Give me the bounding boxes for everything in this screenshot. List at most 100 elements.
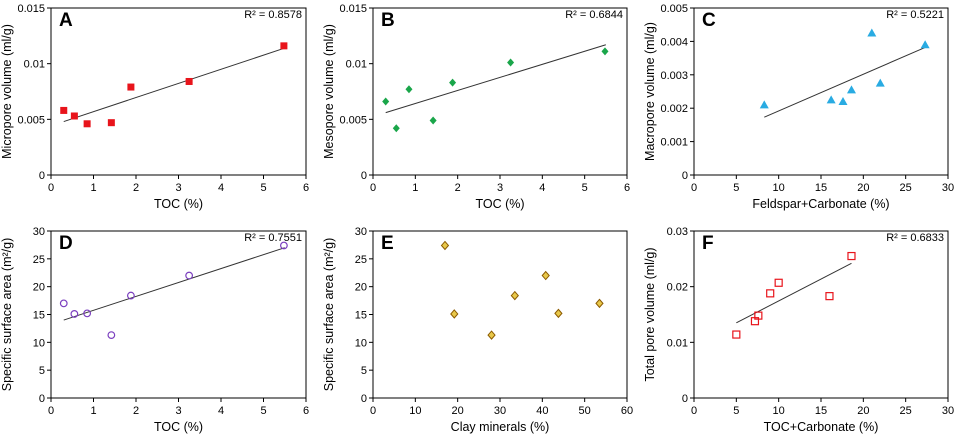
data-point <box>126 291 135 300</box>
x-tick-label: 5 <box>733 182 739 194</box>
data-point <box>382 97 390 106</box>
panel-c: 0 5 10 15 20 25 30 0 0.001 0.002 0.003 0.004 0.005 Fe… <box>643 3 954 211</box>
data-point <box>107 119 115 127</box>
y-tick-label: 0.004 <box>660 36 688 48</box>
x-tick-label: 3 <box>175 182 181 194</box>
y-axis-label: Specific surface area (m²/g) <box>322 238 336 392</box>
panel-letter: E <box>381 233 394 254</box>
y-tick-label: 5 <box>39 365 45 377</box>
y-tick-label: 15 <box>33 310 45 322</box>
data-point <box>70 112 78 120</box>
y-tick-label: 0 <box>361 170 367 182</box>
x-tick-label: 2 <box>455 182 461 194</box>
data-point <box>429 116 437 125</box>
y-tick-label: 0.001 <box>660 137 688 149</box>
x-axis-label: TOC (%) <box>475 197 524 211</box>
trend-line <box>764 46 926 118</box>
panel-b: 0 1 2 3 4 5 6 0 0.005 0.01 0.015 TOC (%) Mesopore vo… <box>322 3 630 211</box>
x-tick-label: 30 <box>942 405 954 417</box>
y-tick-label: 0 <box>682 393 688 405</box>
x-tick-label: 6 <box>303 182 309 194</box>
data-point <box>510 290 519 301</box>
y-tick-label: 0.02 <box>667 282 688 294</box>
y-tick-label: 0.002 <box>660 103 688 115</box>
x-axis-label: Clay minerals (%) <box>451 420 550 434</box>
y-tick-label: 0.01 <box>346 59 367 71</box>
y-tick-label: 0.01 <box>667 337 688 349</box>
x-tick-label: 0 <box>370 182 376 194</box>
y-tick-label: 0 <box>39 170 45 182</box>
data-point <box>83 309 92 318</box>
plot-frame <box>693 7 949 176</box>
y-tick-label: 0.005 <box>660 3 688 15</box>
x-tick-label: 15 <box>815 405 827 417</box>
panel-e: 0 10 20 30 40 50 60 0 5 10 15 20 25 30 Clay minerals (… <box>322 226 633 434</box>
y-tick-label: 15 <box>355 310 367 322</box>
y-tick-label: 0.015 <box>17 3 45 15</box>
x-tick-label: 10 <box>773 405 785 417</box>
data-point <box>867 28 877 37</box>
trend-line <box>63 47 285 123</box>
panel-letter: F <box>702 233 714 254</box>
data-point <box>70 310 79 318</box>
y-tick-label: 30 <box>355 226 367 238</box>
data-point <box>875 78 885 87</box>
x-axis-label: TOC (%) <box>154 420 203 434</box>
y-tick-label: 0.003 <box>660 70 688 82</box>
y-tick-label: 5 <box>361 365 367 377</box>
x-tick-label: 15 <box>815 182 827 194</box>
data-point <box>826 95 836 104</box>
x-tick-label: 60 <box>621 405 633 417</box>
x-tick-label: 50 <box>579 405 591 417</box>
plot-frame <box>50 7 307 176</box>
x-tick-label: 2 <box>133 182 139 194</box>
data-point <box>83 120 91 128</box>
y-tick-label: 0.015 <box>339 3 367 15</box>
trend-line <box>736 262 852 324</box>
data-point <box>601 47 609 56</box>
data-point <box>847 251 856 261</box>
x-tick-label: 5 <box>733 405 739 417</box>
y-tick-label: 0.01 <box>24 59 45 71</box>
y-tick-label: 0 <box>39 393 45 405</box>
y-tick-label: 20 <box>355 282 367 294</box>
panel-a: 0 1 2 3 4 5 6 0 0.005 0.01 0.015 TOC (%) Micropore v… <box>0 3 309 211</box>
r-squared-label: R² = 0.5221 <box>886 9 944 21</box>
y-tick-label: 0 <box>682 170 688 182</box>
x-tick-label: 3 <box>497 182 503 194</box>
data-point <box>59 299 68 308</box>
x-tick-label: 0 <box>691 182 697 194</box>
x-tick-label: 4 <box>218 182 224 194</box>
data-point <box>732 330 741 339</box>
x-tick-label: 6 <box>624 182 630 194</box>
data-point <box>392 124 400 133</box>
plot-frame <box>50 230 307 399</box>
data-point <box>440 240 450 251</box>
x-tick-label: 0 <box>48 182 54 194</box>
data-point <box>280 42 288 50</box>
y-axis-label: Macropore volume (ml/g) <box>643 22 657 161</box>
y-tick-label: 25 <box>355 254 367 266</box>
panel-letter: C <box>702 10 716 31</box>
data-point <box>405 85 413 94</box>
trend-line <box>63 247 285 321</box>
data-point <box>487 330 496 340</box>
x-tick-label: 40 <box>536 405 548 417</box>
plot-frame <box>693 230 949 399</box>
y-tick-label: 20 <box>33 282 45 294</box>
data-point <box>595 298 604 309</box>
x-tick-label: 2 <box>133 405 139 417</box>
panel-letter: B <box>381 10 395 31</box>
data-point <box>554 308 563 319</box>
x-tick-label: 1 <box>412 182 418 194</box>
x-tick-label: 1 <box>90 182 96 194</box>
data-point <box>766 289 775 298</box>
x-tick-label: 6 <box>303 405 309 417</box>
x-tick-label: 1 <box>90 405 96 417</box>
y-tick-label: 10 <box>33 337 45 349</box>
data-point <box>280 241 288 250</box>
data-point <box>185 271 194 280</box>
x-tick-label: 20 <box>857 405 869 417</box>
data-point <box>541 270 550 281</box>
